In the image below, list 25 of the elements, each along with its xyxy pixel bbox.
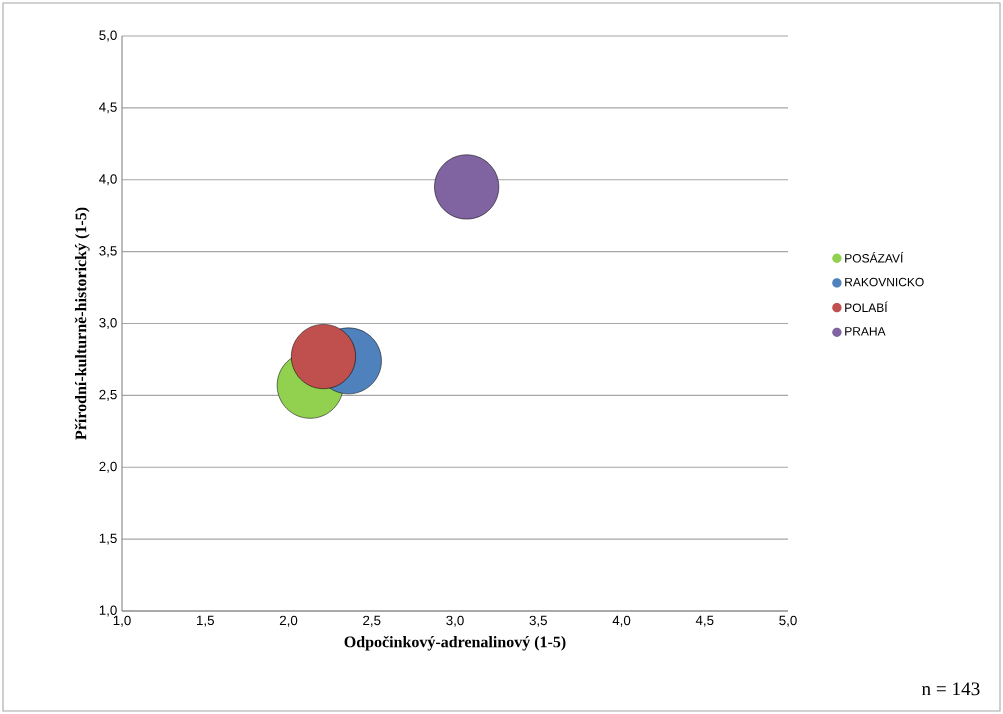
y-tick-label: 5,0 (99, 30, 117, 42)
y-tick-label: 4,5 (99, 102, 117, 114)
legend-label: PRAHA (845, 327, 886, 336)
y-tick-label: 1,0 (99, 605, 117, 617)
y-tick-label: 1,5 (99, 533, 117, 545)
y-tick-label: 2,0 (99, 461, 117, 473)
y-tick-label: 3,0 (99, 317, 117, 330)
y-axis-title: Přírodní-kulturně-historický (1-5) (74, 207, 90, 440)
x-tick-label: 4,0 (612, 615, 631, 627)
y-tick-label: 2,5 (99, 389, 117, 401)
y-tick-label: 4,0 (99, 174, 117, 186)
x-tick-label: 2,0 (279, 615, 298, 627)
x-tick-label: 2,5 (363, 615, 381, 627)
y-tick-label: 3,5 (99, 246, 117, 258)
x-tick-label: 3,5 (529, 615, 547, 627)
x-tick-label: 1,5 (197, 615, 214, 627)
legend-label: POSÁZAVÍ (845, 252, 904, 263)
x-tick-label: 1,0 (113, 615, 131, 627)
text: n = 143 (921, 682, 980, 696)
x-tick-label: 3,0 (446, 615, 464, 627)
x-tick-label: 5,0 (779, 615, 797, 627)
x-tick-label: 4,5 (695, 615, 714, 627)
legend-label: RAKOVNICKO (845, 277, 924, 287)
legend-label: POLABÍ (845, 301, 888, 312)
x-axis-title: Odpočinkový-adrenalinový (1-5) (344, 635, 566, 651)
